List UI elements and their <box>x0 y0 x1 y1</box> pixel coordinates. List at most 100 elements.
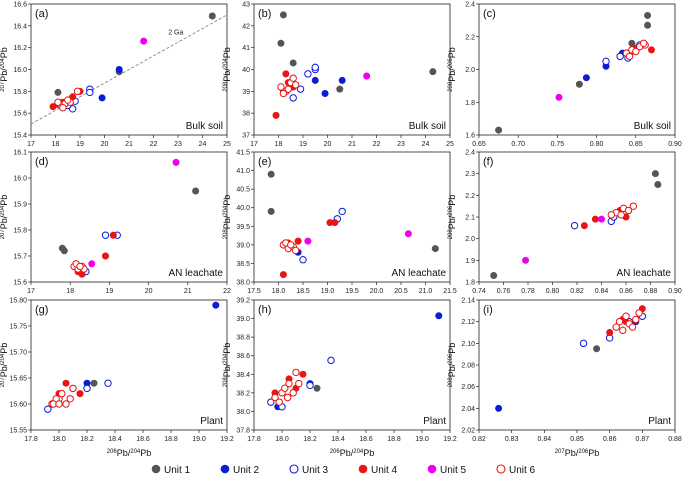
point-unit-6 <box>289 74 297 82</box>
panel-tag: AN leachate <box>617 268 672 279</box>
y-tick-label: 38.8 <box>236 335 250 342</box>
point-unit-3 <box>44 405 52 413</box>
point-unit-4 <box>272 111 280 119</box>
panel-label: (c) <box>483 8 496 20</box>
point-unit-6 <box>76 262 84 271</box>
point-unit-4 <box>76 390 84 398</box>
point-unit-4 <box>591 215 599 223</box>
legend-label: Unit 1 <box>164 465 191 476</box>
x-tick-label: 24 <box>199 141 207 148</box>
y-tick-label: 15.6 <box>13 111 27 118</box>
point-unit-1 <box>644 21 652 29</box>
legend-marker <box>151 464 161 474</box>
point-unit-6 <box>62 400 70 408</box>
point-unit-3 <box>86 88 94 97</box>
point-unit-6 <box>284 85 292 93</box>
x-tick-label: 0.83 <box>505 436 519 443</box>
legend-marker <box>358 464 368 474</box>
x-tick-label: 18.4 <box>108 436 122 443</box>
y-tick-label: 42 <box>242 23 250 30</box>
x-tick-label: 17 <box>27 141 35 148</box>
panel-c: 0.65 0.70 0.75 0.80 0.85 0.90 1.6 1.8 2.0 2.2 2.4 2… <box>447 2 682 149</box>
x-tick-label: 17.5 <box>247 288 261 295</box>
point-unit-2 <box>582 74 590 82</box>
point-unit-6 <box>607 211 615 219</box>
point-unit-3 <box>616 52 624 61</box>
y-axis-label: 207Pb/204Pb <box>0 195 9 240</box>
y-tick-label: 2.2 <box>465 34 475 41</box>
x-tick-label: 0.85 <box>629 141 643 148</box>
panel-tag: AN leachate <box>392 268 447 279</box>
point-unit-3 <box>602 57 610 66</box>
y-tick-label: 1.6 <box>465 133 475 140</box>
point-unit-1 <box>277 39 285 47</box>
point-unit-1 <box>60 247 68 255</box>
point-unit-6 <box>625 52 634 61</box>
point-unit-1 <box>289 59 297 67</box>
y-axis-label: 208Pb/206Pb <box>447 47 457 92</box>
point-unit-2 <box>311 76 319 84</box>
point-unit-5 <box>363 72 371 80</box>
y-tick-label: 15.75 <box>9 324 27 331</box>
x-tick-label: 0.84 <box>595 288 609 295</box>
point-unit-6 <box>635 309 643 317</box>
y-tick-label: 43 <box>242 2 250 9</box>
legend: Unit 1 Unit 2 Unit 3 Unit 4 Unit 5 Unit 6 <box>151 464 536 476</box>
y-tick-label: 2.12 <box>461 319 475 326</box>
x-tick-label: 0.87 <box>636 436 650 443</box>
point-unit-6 <box>54 98 62 106</box>
point-unit-6 <box>628 323 637 331</box>
y-tick-label: 38.5 <box>236 261 250 268</box>
point-unit-6 <box>291 81 300 89</box>
x-tick-label: 23 <box>397 141 405 148</box>
y-tick-label: 15.9 <box>13 202 27 209</box>
point-unit-6 <box>66 395 74 403</box>
x-tick-label: 18 <box>275 141 283 148</box>
legend-label: Unit 4 <box>371 465 398 476</box>
point-unit-6 <box>55 400 63 408</box>
x-tick-label: 21 <box>348 141 356 148</box>
x-tick-label: 19.0 <box>192 436 206 443</box>
point-unit-4 <box>101 252 109 260</box>
panel-label: (b) <box>258 8 271 20</box>
point-unit-1 <box>593 345 601 353</box>
point-unit-1 <box>644 11 652 19</box>
point-unit-5 <box>140 37 148 45</box>
x-tick-label: 20 <box>145 288 153 295</box>
panel-tag: Bulk soil <box>409 121 446 132</box>
point-unit-4 <box>294 237 302 245</box>
point-unit-1 <box>490 271 498 279</box>
x-tick-label: 0.82 <box>570 288 584 295</box>
point-unit-5 <box>404 230 412 238</box>
point-unit-4 <box>279 271 287 279</box>
point-unit-3 <box>104 379 112 387</box>
point-unit-1 <box>192 187 200 195</box>
y-tick-label: 16.1 <box>13 150 27 157</box>
x-tick-label: 23 <box>174 141 182 148</box>
legend-label: Unit 3 <box>302 465 329 476</box>
x-tick-label: 0.90 <box>668 141 682 148</box>
point-unit-3 <box>267 398 275 406</box>
x-tick-label: 0.70 <box>511 141 525 148</box>
y-tick-label: 2.06 <box>461 384 475 391</box>
panel-label: (i) <box>483 304 493 316</box>
point-unit-1 <box>313 384 321 392</box>
y-tick-label: 38.0 <box>236 409 250 416</box>
y-tick-label: 1.8 <box>465 280 475 287</box>
annotation-2ga: 2 Ga <box>168 30 183 37</box>
point-unit-6 <box>69 384 77 393</box>
point-unit-2 <box>98 94 106 102</box>
panel-tag: Bulk soil <box>634 121 671 132</box>
y-tick-label: 16.2 <box>13 45 27 52</box>
point-unit-2 <box>321 90 329 98</box>
y-tick-label: 40.0 <box>236 205 250 212</box>
point-unit-2 <box>212 301 220 309</box>
panel-label: (e) <box>258 156 271 168</box>
point-unit-6 <box>295 379 303 388</box>
point-unit-6 <box>615 317 624 326</box>
x-tick-label: 0.65 <box>472 141 486 148</box>
y-tick-label: 16.6 <box>13 2 27 9</box>
x-tick-label: 22 <box>373 141 381 148</box>
point-unit-3 <box>289 94 297 102</box>
y-tick-label: 2.08 <box>461 363 475 370</box>
